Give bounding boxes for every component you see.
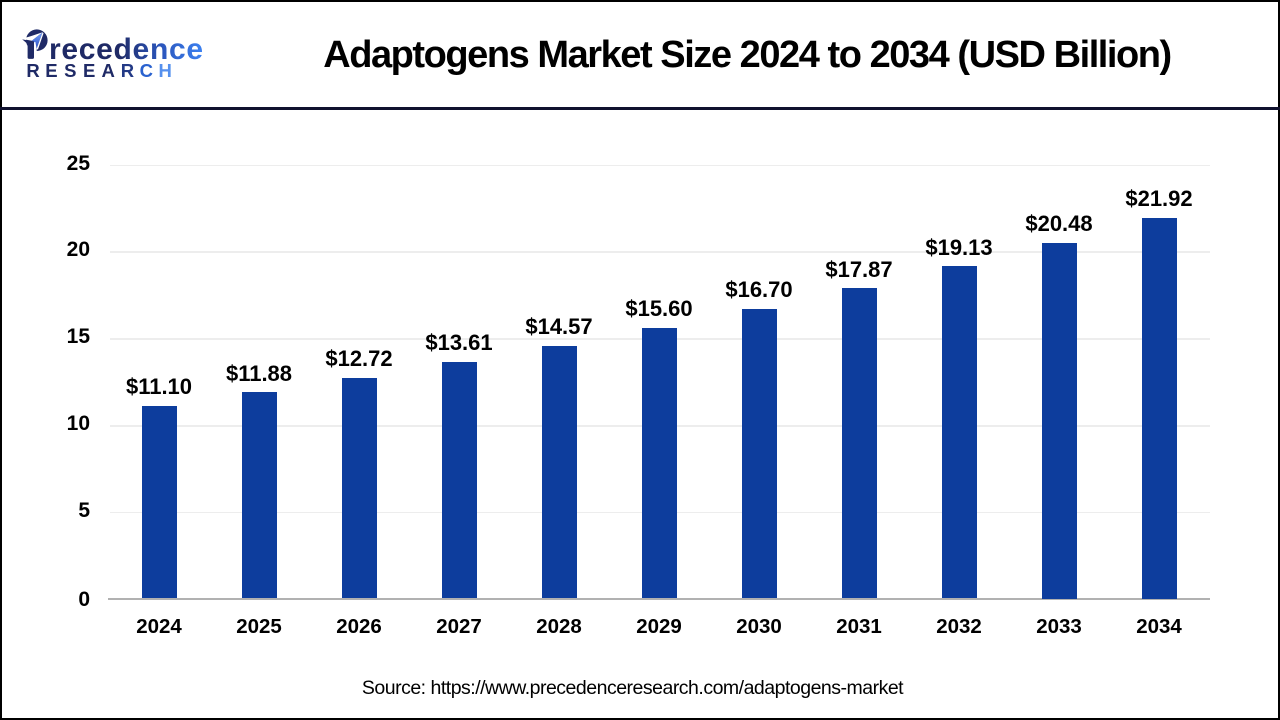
svg-text:C: C	[140, 60, 153, 81]
svg-text:recedence: recedence	[49, 33, 204, 66]
svg-text:A: A	[102, 60, 115, 81]
svg-text:S: S	[64, 60, 76, 81]
svg-text:H: H	[159, 60, 172, 81]
svg-text:E: E	[45, 60, 57, 81]
svg-text:R: R	[26, 60, 39, 81]
svg-text:E: E	[83, 60, 95, 81]
svg-text:R: R	[121, 60, 134, 81]
